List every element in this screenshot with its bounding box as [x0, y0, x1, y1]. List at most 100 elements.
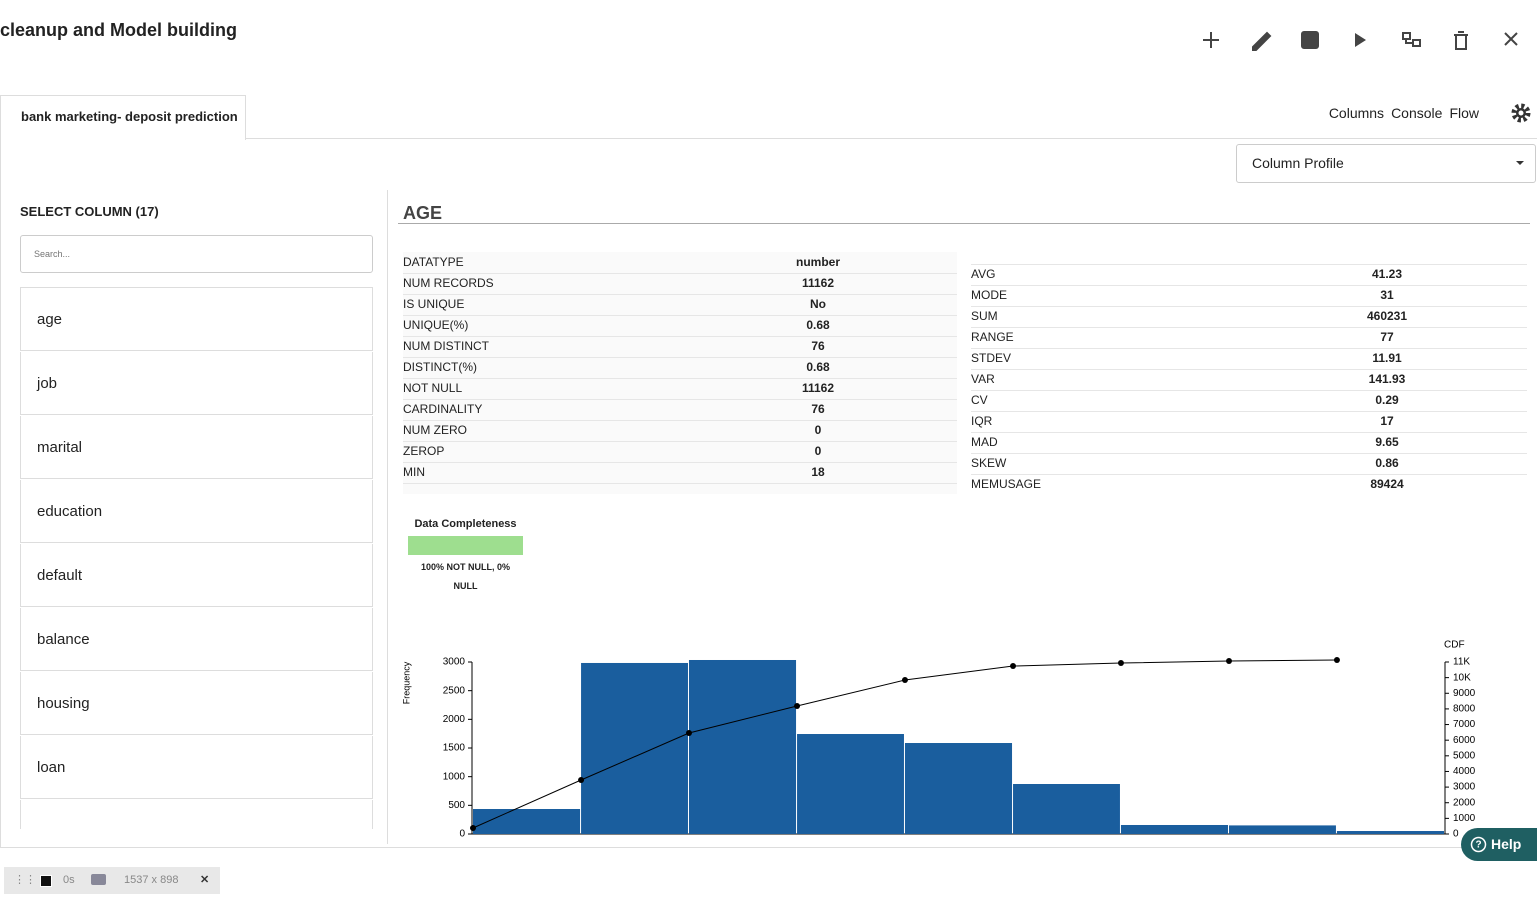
y2-tick-label: 0 [1453, 829, 1459, 840]
stat-value: 11.91 [1372, 351, 1402, 365]
stat-label: DISTINCT(%) [403, 360, 477, 374]
nav: Columns Console Flow [1322, 105, 1479, 121]
add-icon[interactable] [1203, 32, 1219, 48]
y-tick-label: 1000 [443, 771, 466, 782]
dropdown[interactable]: Column Profile [1236, 144, 1536, 183]
stat-value: 141.93 [1368, 372, 1406, 386]
search-input[interactable] [20, 235, 373, 273]
stat-label: NUM DISTINCT [403, 339, 489, 353]
stat-row: MEMUSAGE 89424 [971, 474, 1527, 494]
bar [904, 743, 1013, 834]
stat-row: SUM 460231 [971, 306, 1527, 328]
column-item[interactable] [20, 800, 373, 829]
stat-row: NUM DISTINCT 76 [403, 336, 957, 358]
column-item[interactable]: education [20, 480, 373, 543]
y-axis-label: Frequency [401, 661, 411, 704]
stat-row: CARDINALITY 76 [403, 399, 957, 421]
stat-value: 89424 [1370, 477, 1404, 491]
bar [797, 734, 904, 834]
cdf-point [1010, 663, 1017, 670]
flow-icon[interactable] [1402, 32, 1421, 47]
stat-label: SUM [971, 309, 998, 323]
column-item[interactable]: loan [20, 736, 373, 799]
delete-icon[interactable] [1454, 31, 1468, 50]
stat-value: 76 [811, 339, 825, 353]
completeness-title: Data Completeness [414, 518, 517, 530]
y2-tick-label: 2000 [1453, 797, 1476, 808]
stat-label: SKEW [971, 456, 1007, 470]
stat-value: 18 [811, 465, 825, 479]
record-icon[interactable] [40, 875, 52, 887]
y-tick-label: 2000 [443, 714, 466, 725]
bar [581, 662, 688, 834]
stat-label: IS UNIQUE [403, 297, 465, 311]
y2-tick-label: 3000 [1453, 782, 1476, 793]
stat-value: number [795, 255, 840, 269]
stat-value: 11162 [801, 381, 835, 395]
y-tick-label: 3000 [443, 657, 466, 668]
tab[interactable]: bank marketing- deposit prediction [0, 95, 246, 140]
stat-row: NOT NULL 11162 [403, 378, 957, 400]
title-rule [398, 223, 1530, 224]
stat-label: MAD [971, 435, 998, 449]
column-item[interactable]: balance [20, 608, 373, 671]
save-icon[interactable] [1301, 31, 1319, 49]
cdf-point [685, 730, 692, 737]
stat-value: 0 [814, 423, 822, 437]
stat-value: 0 [814, 444, 822, 458]
column-item[interactable]: housing [20, 672, 373, 735]
nav-link[interactable]: Console [1391, 105, 1443, 121]
help-button[interactable]: ? Help [1461, 828, 1537, 861]
help-icon: ? [1470, 836, 1487, 853]
stat-value: 95 [1287, 258, 1487, 264]
camera-icon[interactable] [91, 874, 106, 885]
y2-tick-label: 6000 [1453, 735, 1476, 746]
stat-row: MODE 31 [971, 285, 1527, 307]
close-icon[interactable] [1504, 32, 1518, 46]
y-tick-label: 1500 [443, 743, 466, 754]
stat-row: ZEROP 0 [403, 441, 957, 463]
y2-tick-label: 11K [1453, 657, 1470, 668]
settings-icon[interactable] [1509, 101, 1533, 125]
stat-value: 77 [1380, 330, 1394, 344]
edit-icon[interactable] [1252, 31, 1272, 51]
stat-label: ZEROP [403, 444, 445, 458]
divider [387, 190, 388, 844]
grip: ⋮⋮ [14, 874, 36, 886]
stat-label: MODE [971, 288, 1007, 302]
column-item[interactable]: default [20, 544, 373, 607]
column-item[interactable]: job [20, 352, 373, 415]
cdf-point [794, 703, 801, 710]
stat-label: AVG [971, 267, 996, 281]
profile-title: AGE [403, 203, 443, 223]
y2-tick-label: 4000 [1453, 766, 1476, 777]
stat-value: 0.68 [806, 318, 830, 332]
stat-label: MAX [971, 258, 997, 264]
bottom-toolbar: ⋮⋮ 0s 1537 x 898 ✕ [4, 867, 220, 894]
nav-link[interactable]: Flow [1449, 105, 1479, 121]
run-icon[interactable] [1355, 33, 1366, 47]
caret [1516, 161, 1524, 165]
y2-tick-label: 8000 [1453, 704, 1476, 715]
nav-link[interactable]: Columns [1328, 105, 1385, 121]
stat-label: UNIQUE(%) [403, 318, 469, 332]
column-item[interactable]: marital [20, 416, 373, 479]
stat-row: IS UNIQUE No [403, 294, 957, 316]
y2-tick-label: 5000 [1453, 750, 1476, 761]
close-toolbar[interactable]: ✕ [200, 874, 210, 886]
bar [1120, 824, 1229, 834]
stat-label: CV [971, 393, 988, 407]
completeness-label: 100% NOT NULL, 0% NULL [420, 562, 511, 591]
completeness-bar [408, 536, 523, 555]
column-list: age job marital education default balance hous… [20, 287, 373, 829]
cdf-point [901, 677, 908, 684]
cdf-point [578, 777, 585, 784]
stat-value: 0.86 [1375, 456, 1399, 470]
y2-tick-label: 7000 [1453, 719, 1476, 730]
y2-tick-label: 10K [1453, 672, 1471, 683]
stat-label: STDEV [971, 351, 1012, 365]
y2-axis-label: CDF [1444, 640, 1465, 651]
bar [473, 809, 581, 834]
column-item[interactable]: age [20, 288, 373, 351]
